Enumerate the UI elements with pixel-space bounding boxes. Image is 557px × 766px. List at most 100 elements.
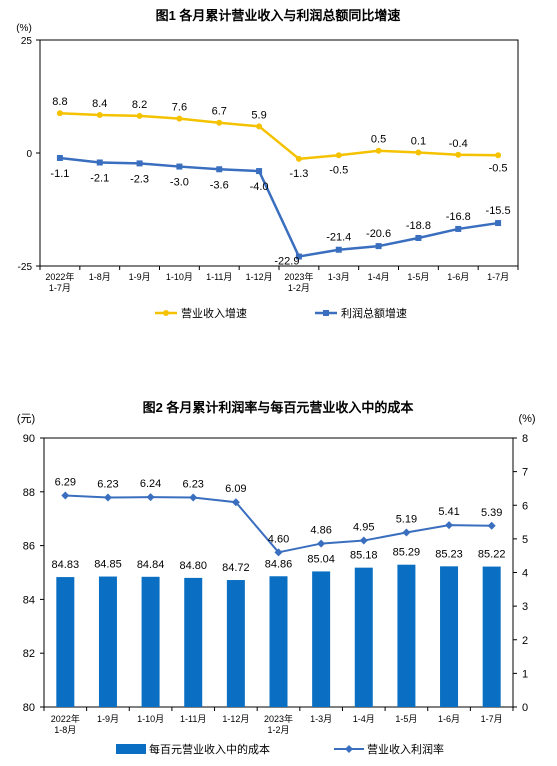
chart1-y-tick-label: -25 — [18, 262, 33, 273]
chart1-profit-point — [216, 166, 223, 173]
chart2-y-right-tick-label: 2 — [522, 635, 528, 647]
chart1-series-profit-line — [59, 156, 499, 258]
chart1-revenue-data-label: -1.3 — [289, 168, 308, 180]
chart2-margin-data-label: 4.86 — [310, 525, 331, 537]
chart2-y-right-tick-label: 7 — [522, 467, 528, 479]
chart2-x-tick-label: 2023年 1-2月 — [264, 713, 293, 735]
chart1-x-tick-label: 1-10月 — [166, 272, 193, 282]
chart1-revenue-data-label: 8.8 — [52, 96, 67, 108]
chart2-y-right-tick-label: 3 — [522, 601, 528, 613]
chart2-x-tick-label: 1-12月 — [222, 714, 249, 724]
chart1-x-tick-label: 2023年 1-2月 — [284, 271, 313, 293]
chart1-profit-data-label: -21.4 — [326, 232, 351, 244]
chart2-cost-data-label: 85.04 — [307, 553, 335, 565]
chart1-revenue-point — [495, 152, 502, 159]
chart1-profit-data-label: -15.5 — [486, 205, 511, 217]
chart2-margin-data-label: 5.41 — [438, 506, 459, 518]
chart1-revenue-data-label: 0.5 — [371, 134, 386, 146]
chart1-revenue-data-label: -0.4 — [449, 138, 468, 150]
chart1-profit-point — [56, 154, 63, 161]
chart2-cost-bar — [440, 566, 459, 707]
chart1-profit-data-label: -3.6 — [210, 179, 229, 191]
chart2-y-right-tick-label: 5 — [522, 534, 528, 546]
chart1-x-tick-label: 1-12月 — [246, 272, 273, 282]
chart2-cost-data-label: 85.29 — [393, 547, 421, 559]
chart2-x-tick-label: 1-9月 — [97, 714, 119, 724]
chart2-title: 图2 各月累计利润率与每百元营业收入中的成本 — [143, 400, 414, 415]
chart2-margin-point — [103, 493, 112, 502]
chart1-profit-data-label: -22.9 — [274, 256, 299, 268]
chart2-margin-point — [189, 493, 198, 502]
chart2-cost-bar — [397, 564, 416, 707]
chart1-x-tick-label: 1-6月 — [447, 272, 469, 282]
chart2-x-tick-label: 1-6月 — [438, 714, 460, 724]
chart1-y-tick-label: 25 — [21, 36, 33, 47]
chart2-margin-point — [61, 491, 70, 500]
chart1-y-unit: (%) — [16, 23, 32, 34]
chart2-cost-data-label: 85.18 — [350, 550, 378, 562]
chart2-margin-point — [146, 493, 155, 502]
chart2-y-right-unit: (%) — [518, 413, 535, 425]
chart2-y-left-tick-label: 86 — [23, 541, 35, 553]
chart2-margin-data-label: 6.23 — [183, 479, 204, 491]
chart1-revenue-data-label: 0.1 — [411, 136, 426, 148]
chart1-x-tick-label: 1-11月 — [206, 272, 232, 282]
chart2-margin-point — [317, 539, 326, 548]
chart1-profit-data-label: -2.1 — [90, 172, 109, 184]
chart2-y-right-tick-label: 4 — [522, 568, 528, 580]
chart2-cost-bar — [98, 576, 117, 707]
chart1-revenue-point — [56, 110, 63, 117]
chart2-y-left-unit: (元) — [17, 413, 35, 425]
chart1-revenue-point — [256, 123, 263, 130]
chart2-cost-bar — [269, 576, 288, 707]
chart1-profit-data-label: -16.8 — [446, 211, 471, 223]
chart1-revenue-data-label: 8.4 — [92, 98, 107, 110]
chart1-x-tick-label: 1-3月 — [328, 272, 350, 282]
chart1-x-tick-label: 1-5月 — [407, 272, 429, 282]
chart1-revenue-point — [136, 112, 143, 119]
chart1-profit-point — [455, 225, 462, 232]
chart1-x-tick-label: 1-4月 — [368, 272, 390, 282]
chart1-profit-point — [176, 163, 183, 170]
chart1-revenue-point — [295, 155, 302, 162]
chart1-profit-data-label: -1.1 — [50, 168, 69, 180]
chart1-revenue-point — [216, 119, 223, 126]
chart2-cost-bar — [312, 571, 331, 707]
chart1-profit-point — [96, 159, 103, 166]
chart1-y-tick-label: 0 — [26, 149, 32, 160]
chart1-series-revenue-line — [59, 111, 499, 161]
chart1-revenue-data-label: 5.9 — [251, 109, 266, 121]
chart2-y-left-tick-label: 80 — [23, 702, 35, 714]
chart2-margin-point — [402, 528, 411, 537]
chart2-margin-data-label: 6.29 — [55, 476, 76, 488]
chart1-revenue-point — [415, 149, 422, 156]
chart1-revenue-data-label: -0.5 — [329, 164, 348, 176]
chart2-margin-data-label: 4.60 — [268, 533, 289, 545]
chart1-profit-data-label: -2.3 — [130, 173, 149, 185]
chart2-margin-data-label: 6.23 — [97, 479, 118, 491]
chart2-y-left-tick-label: 84 — [23, 594, 35, 606]
chart2-legend-margin-label: 营业收入利润率 — [367, 742, 444, 756]
chart2-margin-point — [274, 548, 283, 557]
chart1-revenue-data-label: 8.2 — [132, 99, 147, 111]
chart2-margin-point — [359, 536, 368, 545]
chart1-profit-point — [136, 160, 143, 167]
chart2-cost-bar — [482, 566, 501, 707]
chart1-x-tick-label: 2022年 1-7月 — [45, 271, 74, 293]
chart1-profit-point — [415, 234, 422, 241]
chart2-margin-data-label: 6.09 — [225, 483, 246, 495]
chart2-cost-data-label: 85.23 — [435, 548, 463, 560]
chart2-x-tick-label: 1-10月 — [137, 714, 164, 724]
chart2-cost-data-label: 85.22 — [478, 549, 506, 561]
chart2-y-left-tick-label: 82 — [23, 648, 35, 660]
chart2-y-right-tick-label: 8 — [522, 433, 528, 445]
chart1-legend-revenue-label: 营业收入增速 — [181, 306, 247, 320]
chart2-y-left-tick-label: 90 — [23, 433, 35, 445]
chart2-y-left-tick-label: 88 — [23, 487, 35, 499]
chart2-cost-data-label: 84.85 — [94, 559, 122, 571]
chart1-revenue-point — [455, 151, 462, 158]
chart2-y-right-tick-label: 0 — [522, 702, 528, 714]
chart1-revenue-point — [96, 112, 103, 119]
chart2-cost-data-label: 84.84 — [137, 559, 165, 571]
chart1-revenue-point — [176, 115, 183, 122]
